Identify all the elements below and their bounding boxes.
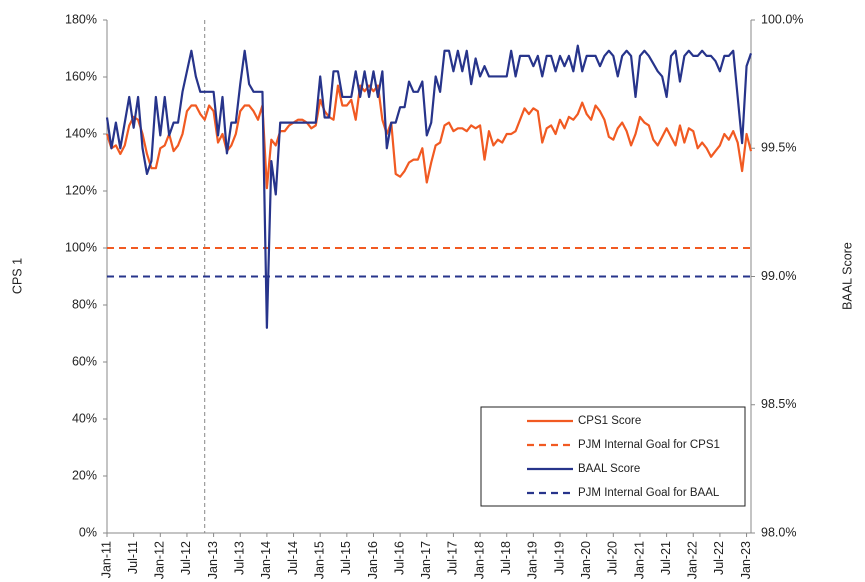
x-tick-label: Jan-12 — [153, 541, 167, 579]
y-tick-label: 120% — [65, 183, 97, 197]
x-tick-label: Jan-18 — [472, 541, 486, 579]
x-tick-label: Jul-13 — [233, 541, 247, 575]
y-tick-label: 60% — [72, 354, 97, 368]
x-tick-label: Jan-19 — [526, 541, 540, 579]
y-tick-label: 0% — [79, 525, 97, 539]
x-tick-label: Jan-20 — [579, 541, 593, 579]
legend-box — [480, 406, 746, 507]
y-tick-label: 20% — [72, 468, 97, 482]
x-tick-label: Jul-11 — [126, 541, 140, 574]
series-line — [105, 84, 753, 190]
series-line — [105, 44, 753, 329]
y-tick-label: 160% — [65, 69, 97, 83]
y-axis-label: CPS 1 — [10, 258, 24, 294]
x-tick-label: Jul-20 — [606, 541, 620, 575]
y2-tick-label: 99.5% — [761, 141, 796, 155]
x-tick-label: Jul-15 — [339, 541, 353, 575]
y2-axis-label: BAAL Score — [840, 242, 854, 310]
legend-label: BAAL Score — [578, 463, 640, 475]
x-tick-label: Jan-17 — [419, 541, 433, 579]
y2-tick-label: 100.0% — [761, 12, 803, 26]
x-tick-label: Jan-22 — [686, 541, 700, 579]
x-tick-label: Jan-23 — [739, 541, 753, 579]
x-tick-label: Jan-13 — [206, 541, 220, 579]
legend-label: CPS1 Score — [578, 415, 641, 427]
x-tick-label: Jul-16 — [392, 541, 406, 575]
x-tick-label: Jul-18 — [499, 541, 513, 575]
y-tick-label: 180% — [65, 12, 97, 26]
y-tick-label: 40% — [72, 411, 97, 425]
x-tick-label: Jul-17 — [446, 541, 460, 575]
x-tick-label: Jan-15 — [312, 541, 326, 579]
legend-label: PJM Internal Goal for CPS1 — [578, 439, 720, 451]
x-tick-label: Jul-22 — [712, 541, 726, 575]
x-tick-label: Jan-14 — [259, 541, 273, 579]
x-tick-label: Jul-12 — [179, 541, 193, 575]
x-tick-label: Jan-21 — [632, 541, 646, 579]
legend-label: PJM Internal Goal for BAAL — [578, 487, 720, 499]
y2-tick-label: 98.0% — [761, 525, 796, 539]
x-tick-label: Jan-16 — [366, 541, 380, 579]
y-tick-label: 80% — [72, 297, 97, 311]
y-tick-label: 100% — [65, 240, 97, 254]
y2-tick-label: 99.0% — [761, 269, 796, 283]
x-tick-label: Jul-21 — [659, 541, 673, 575]
x-tick-label: Jan-11 — [99, 541, 113, 578]
x-tick-label: Jul-14 — [286, 541, 300, 575]
y-tick-label: 140% — [65, 126, 97, 140]
y2-tick-label: 98.5% — [761, 397, 796, 411]
x-tick-label: Jul-19 — [552, 541, 566, 575]
